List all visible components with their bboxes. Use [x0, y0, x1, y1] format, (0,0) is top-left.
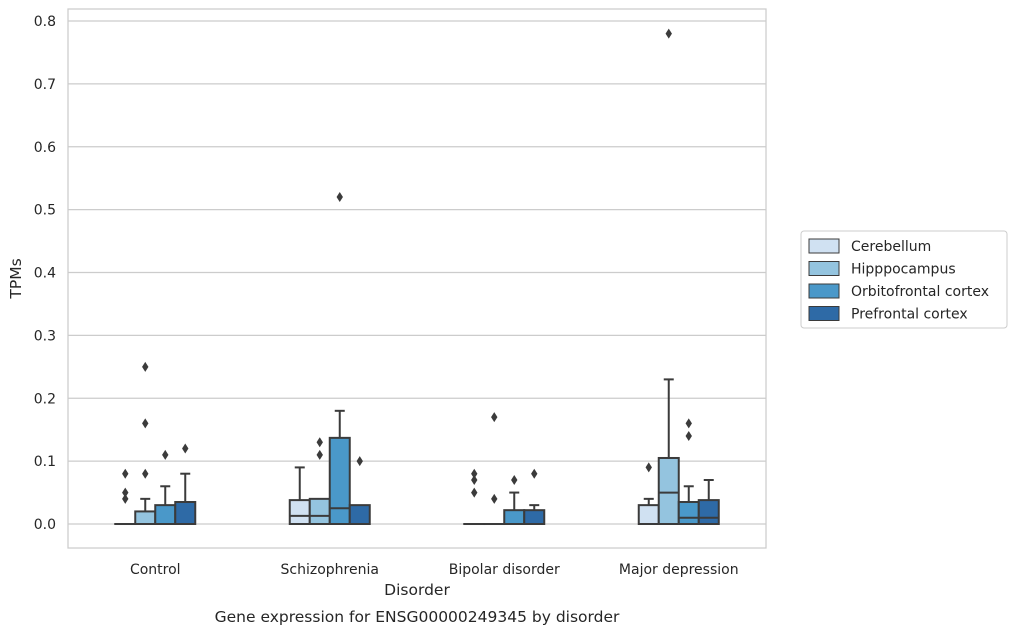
box-body — [523, 509, 546, 526]
box-cerebellum — [114, 468, 137, 526]
box-body — [288, 499, 311, 526]
box-orbitofrontal-cortex — [677, 418, 700, 525]
y-tick-label: 0.1 — [34, 454, 56, 470]
legend-label: Hipppocampus — [851, 262, 956, 278]
y-tick-labels: 0.0 0.1 0.2 0.3 0.4 0.5 0.6 0.7 0.8 — [34, 14, 56, 533]
outlier-point — [665, 28, 672, 39]
y-tick-label: 0.4 — [34, 266, 56, 282]
plot-frame — [67, 8, 767, 549]
outlier-point — [142, 361, 149, 372]
box-cerebellum — [288, 466, 311, 526]
x-tick-label: Bipolar disorder — [449, 562, 560, 578]
outlier-point — [122, 493, 129, 504]
box-body — [348, 504, 371, 526]
x-axis-label: Disorder — [384, 581, 450, 599]
y-tick-label: 0.8 — [34, 14, 56, 30]
y-tick-label: 0.6 — [34, 140, 56, 156]
box-orbitofrontal-cortex — [328, 192, 351, 525]
box-hipppocampus — [483, 412, 506, 526]
legend-label: Orbitofrontal cortex — [851, 284, 989, 300]
x-tick-label: Control — [130, 562, 181, 578]
outlier-point — [182, 443, 189, 454]
legend-swatch — [808, 238, 840, 254]
legend-label: Prefrontal cortex — [851, 307, 968, 323]
y-tick-label: 0.7 — [34, 77, 56, 93]
outlier-point — [316, 449, 323, 460]
y-axis-label: TPMs — [7, 258, 25, 299]
outlier-point — [316, 437, 323, 448]
x-tick-label: Major depression — [619, 562, 739, 578]
outlier-point — [531, 468, 538, 479]
box-body — [308, 497, 331, 526]
outlier-point — [162, 449, 169, 460]
outlier-point — [685, 430, 692, 441]
legend-swatch — [808, 283, 840, 299]
box-body — [174, 500, 197, 525]
outlier-point — [122, 468, 129, 479]
outlier-point — [142, 468, 149, 479]
y-tick-label: 0.5 — [34, 203, 56, 219]
box-body — [697, 499, 720, 526]
box-prefrontal-cortex — [348, 456, 371, 526]
box-orbitofrontal-cortex — [154, 449, 177, 526]
y-tick-label: 0.2 — [34, 391, 56, 407]
boxes — [114, 28, 720, 526]
outlier-point — [491, 412, 498, 423]
box-cerebellum — [463, 468, 486, 526]
chart-caption: Gene expression for ENSG00000249345 by d… — [215, 608, 620, 626]
legend-swatch — [808, 261, 840, 276]
outlier-point — [491, 493, 498, 504]
box-hipppocampus — [657, 28, 680, 526]
gridlines — [68, 20, 766, 525]
outlier-point — [356, 456, 363, 467]
box-hipppocampus — [308, 437, 331, 526]
box-prefrontal-cortex — [174, 443, 197, 525]
box-hipppocampus — [134, 361, 157, 525]
legend: Cerebellum Hipppocampus Orbitofrontal cort… — [800, 230, 1008, 329]
box-body — [328, 436, 351, 525]
y-tick-label: 0.3 — [34, 328, 56, 344]
outlier-point — [471, 474, 478, 485]
box-prefrontal-cortex — [523, 468, 546, 526]
x-tick-labels: Control Schizophrenia Bipolar disorder Majo… — [130, 562, 739, 578]
box-cerebellum — [637, 462, 660, 526]
y-tick-label: 0.0 — [34, 517, 56, 533]
outlier-point — [122, 487, 129, 498]
outlier-point — [471, 487, 478, 498]
box-body — [503, 509, 526, 526]
box-body — [154, 504, 177, 526]
box-body — [134, 510, 157, 525]
box-prefrontal-cortex — [697, 478, 720, 526]
x-tick-label: Schizophrenia — [281, 562, 379, 578]
legend-swatch — [808, 306, 840, 321]
legend-frame — [800, 230, 1008, 329]
outlier-point — [645, 462, 652, 473]
box-body — [677, 500, 700, 525]
box-body — [637, 504, 660, 526]
outlier-point — [336, 192, 343, 203]
outlier-point — [511, 474, 518, 485]
box-orbitofrontal-cortex — [503, 474, 526, 526]
legend-label: Cerebellum — [851, 239, 931, 255]
outlier-point — [685, 418, 692, 429]
outlier-point — [471, 468, 478, 479]
outlier-point — [142, 418, 149, 429]
box-body — [657, 456, 680, 526]
